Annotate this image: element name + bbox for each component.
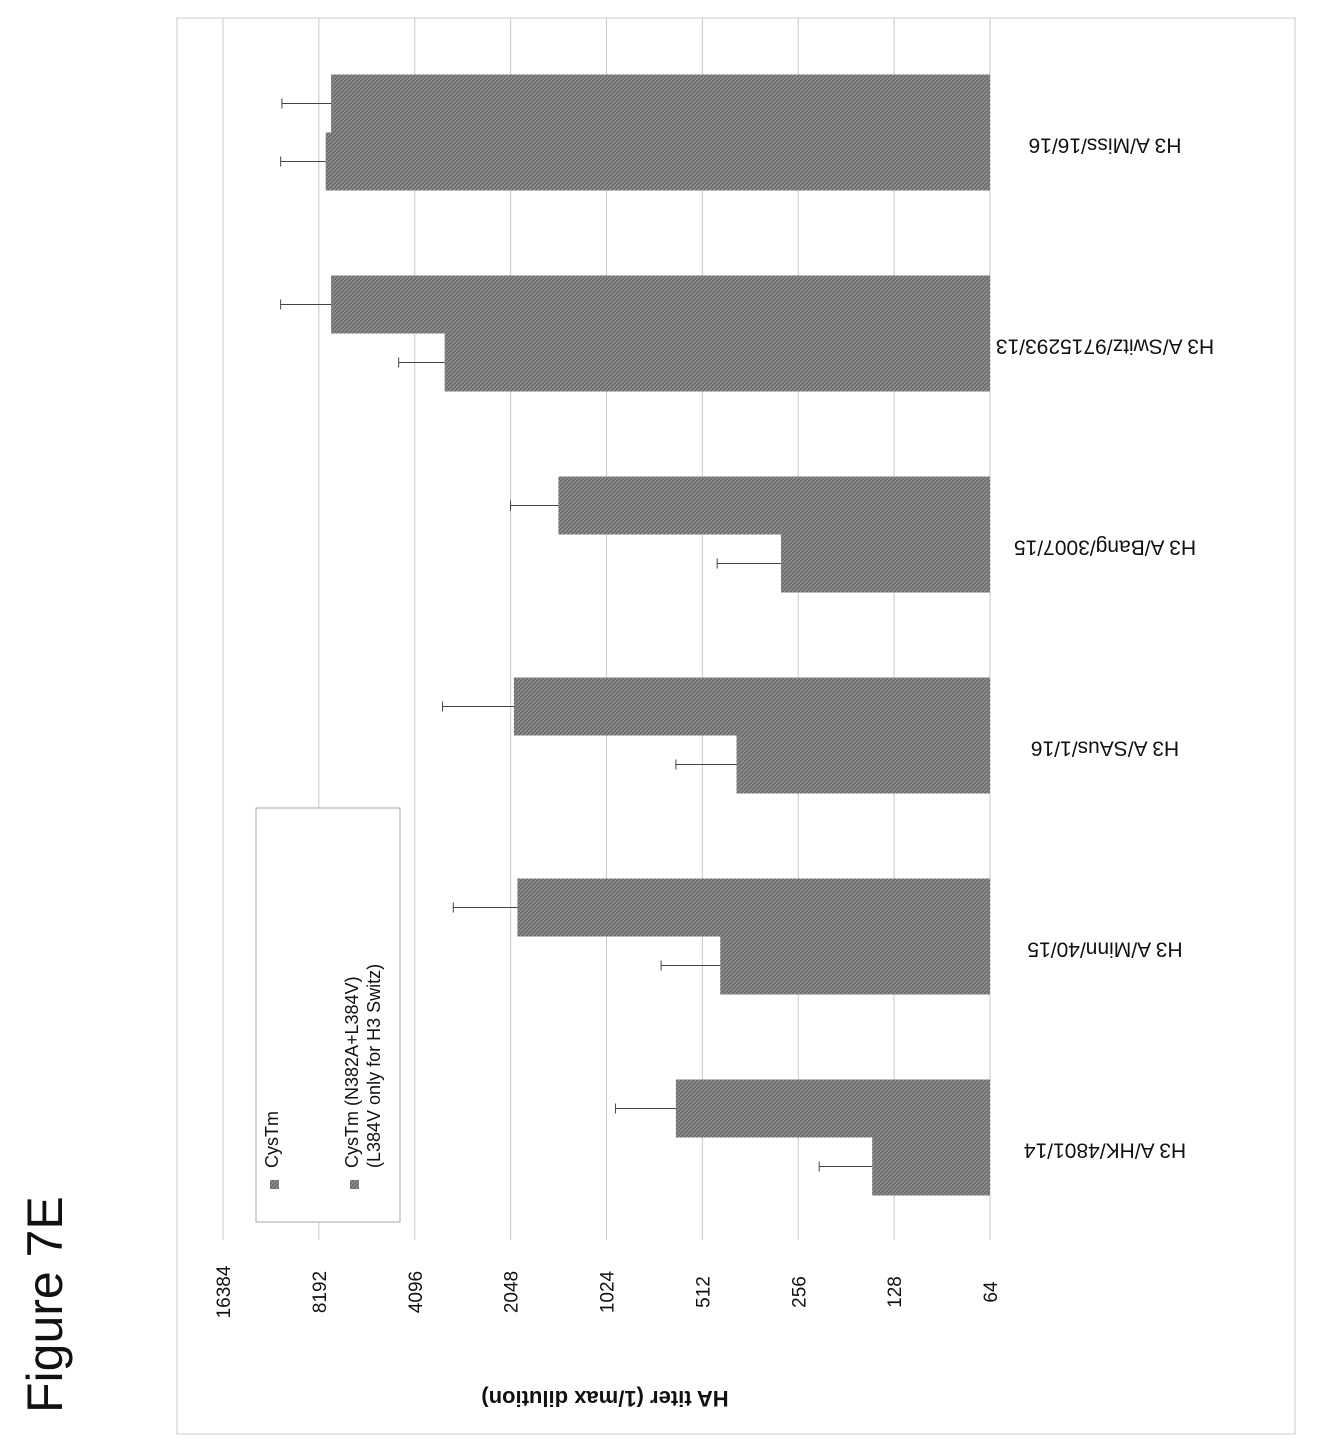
bar: [736, 735, 990, 794]
legend-box: [255, 807, 401, 1223]
value-tick-labels: 16384 8192 4096 2048 1024 512 256 128 64: [214, 1265, 1002, 1318]
legend-label: CysTm: [262, 1111, 282, 1168]
legend-label: CysTm (N382A+L384V): [342, 976, 362, 1168]
chart-frame: [176, 17, 1296, 1435]
tick-label: 16384: [214, 1265, 235, 1318]
tick-label: 128: [885, 1276, 906, 1308]
category-labels: H3 A/HK/4801/14 H3 A/Minn/40/15 H3 A/SAus/…: [996, 134, 1214, 1162]
bar: [517, 878, 990, 937]
legend: CysTm CysTm (N382A+L384V) (L384V only for …: [255, 807, 401, 1223]
bar: [720, 936, 990, 995]
figure-label: Figure 7E: [17, 1196, 73, 1413]
bar: [513, 677, 990, 736]
category-label: H3 A/SAus/1/16: [1031, 737, 1179, 760]
bars: [325, 74, 991, 1196]
tick-label: 512: [693, 1276, 714, 1308]
error-bars: [280, 98, 873, 1172]
tick-label: 2048: [502, 1271, 523, 1313]
category-label: H3 A/HK/4801/14: [1024, 1139, 1187, 1162]
bar: [781, 534, 990, 593]
category-label: H3 A/Switz/9715293/13: [996, 335, 1214, 358]
bar: [675, 1079, 990, 1138]
tick-label: 256: [789, 1276, 810, 1308]
tick-label: 8192: [310, 1271, 331, 1313]
tick-label: 4096: [406, 1271, 427, 1313]
axis-title: HA titer (1/max dilution): [481, 1386, 728, 1411]
legend-swatch: [270, 1180, 279, 1189]
tick-label: 64: [981, 1281, 1002, 1303]
bar: [325, 132, 990, 191]
category-label: H3 A/Miss/16/16: [1029, 134, 1182, 157]
category-label: H3 A/Minn/40/15: [1027, 938, 1182, 961]
bar: [558, 476, 990, 535]
legend-swatch: [350, 1180, 359, 1189]
bar: [331, 275, 991, 334]
legend-label: (L384V only for H3 Switz): [364, 964, 384, 1168]
bar: [444, 333, 990, 392]
tick-label: 1024: [598, 1270, 619, 1313]
bar: [331, 74, 991, 133]
bar: [872, 1137, 990, 1196]
category-label: H3 A/Bang/3007/15: [1014, 536, 1196, 559]
